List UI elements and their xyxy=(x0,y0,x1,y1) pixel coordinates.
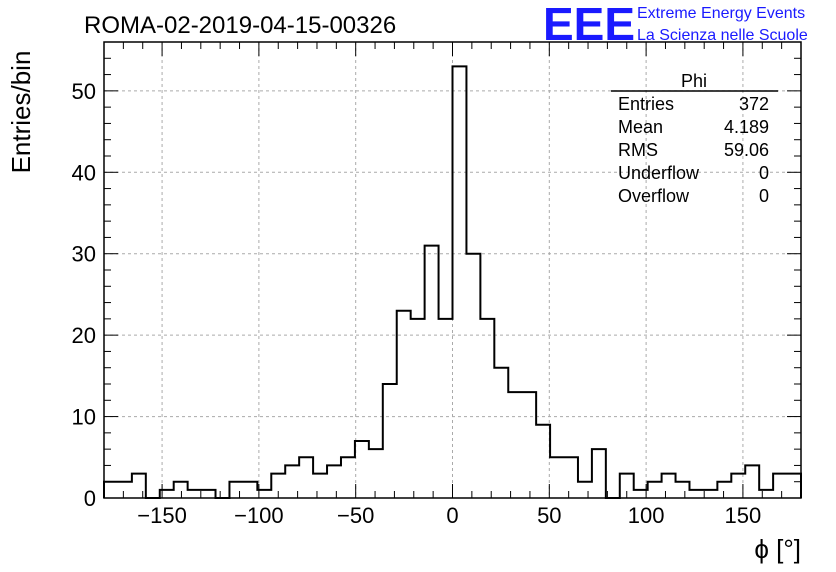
y-axis-title: Entries/bin xyxy=(6,51,36,174)
stats-value: 59.06 xyxy=(724,140,769,160)
x-tick-label: 150 xyxy=(725,503,762,528)
y-tick-label: 10 xyxy=(72,405,96,430)
stats-label: Entries xyxy=(618,94,674,114)
y-tick-label: 0 xyxy=(84,486,96,511)
logo-line-2: La Scienza nelle Scuole xyxy=(637,27,808,44)
x-tick-labels: −150 −100 −50 0 50 100 150 xyxy=(137,503,761,528)
chart-title: ROMA-02-2019-04-15-00326 xyxy=(84,12,396,39)
y-tick-label: 30 xyxy=(72,242,96,267)
y-tick-label: 50 xyxy=(72,79,96,104)
y-tick-label: 40 xyxy=(72,160,96,185)
stats-value: 0 xyxy=(759,163,769,183)
logo-mark: EEE xyxy=(543,0,635,50)
stats-label: Mean xyxy=(618,117,663,137)
stats-label: RMS xyxy=(618,140,658,160)
stats-box: Phi Entries 372 Mean 4.189 RMS 59.06 Und… xyxy=(611,71,778,206)
stats-value: 4.189 xyxy=(724,117,769,137)
stats-title: Phi xyxy=(681,71,707,91)
stats-label: Underflow xyxy=(618,163,700,183)
x-tick-label: −150 xyxy=(137,503,187,528)
y-tick-label: 20 xyxy=(72,323,96,348)
x-tick-label: 0 xyxy=(446,503,458,528)
stats-value: 0 xyxy=(759,186,769,206)
y-tick-labels: 0 10 20 30 40 50 xyxy=(72,79,96,511)
x-tick-label: −50 xyxy=(337,503,374,528)
stats-label: Overflow xyxy=(618,186,690,206)
x-axis-title: ϕ [°] xyxy=(754,534,801,564)
x-tick-label: 50 xyxy=(537,503,561,528)
axis-ticks xyxy=(104,42,801,499)
x-tick-label: 100 xyxy=(628,503,665,528)
stats-value: 372 xyxy=(739,94,769,114)
logo-line-1: Extreme Energy Events xyxy=(637,5,805,22)
x-tick-label: −100 xyxy=(234,503,284,528)
eee-logo: EEE Extreme Energy Events La Scienza nel… xyxy=(543,0,808,50)
